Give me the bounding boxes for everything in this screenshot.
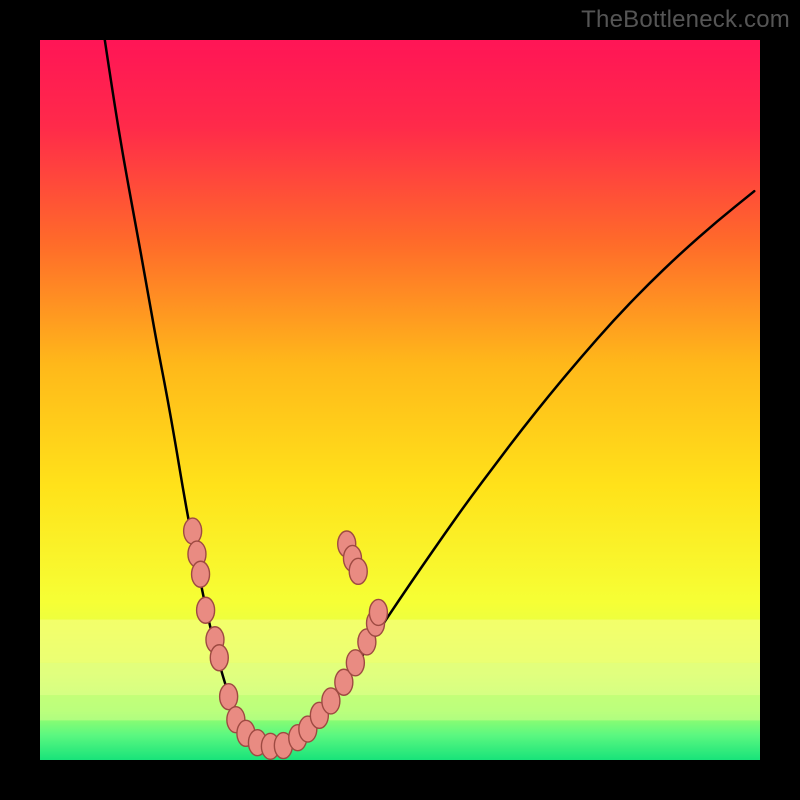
data-point bbox=[210, 645, 228, 671]
plot-svg bbox=[0, 0, 800, 800]
data-point bbox=[197, 597, 215, 623]
lower-band-0 bbox=[40, 620, 760, 663]
data-point bbox=[349, 558, 367, 584]
data-point bbox=[220, 684, 238, 710]
watermark-text: TheBottleneck.com bbox=[581, 6, 790, 34]
lower-band-2 bbox=[40, 695, 760, 720]
lower-band-1 bbox=[40, 663, 760, 695]
data-point bbox=[346, 650, 364, 676]
data-point bbox=[184, 518, 202, 544]
data-point bbox=[192, 561, 210, 587]
data-point bbox=[369, 599, 387, 625]
figure-root: TheBottleneck.com bbox=[0, 0, 800, 800]
